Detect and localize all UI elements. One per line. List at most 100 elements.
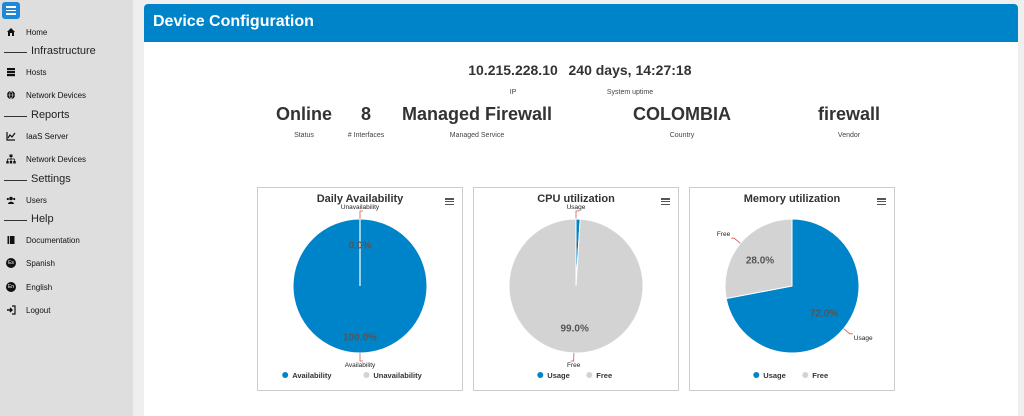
menu-toggle-button[interactable] bbox=[2, 2, 20, 19]
service-stat: Managed Firewall Managed Service bbox=[394, 104, 560, 139]
sidebar-item-english[interactable]: En English bbox=[0, 278, 133, 296]
svg-text:Free: Free bbox=[596, 371, 612, 380]
connector-free bbox=[570, 352, 575, 362]
sidebar-item-hosts[interactable]: Hosts bbox=[0, 63, 133, 81]
status-stat: Online Status bbox=[266, 104, 342, 139]
sidebar-item-label: Hosts bbox=[26, 67, 47, 77]
ip-stat: 10.215.228.10 IP bbox=[459, 62, 567, 96]
pie-slice-usage bbox=[725, 218, 860, 354]
service-value: Managed Firewall bbox=[401, 104, 553, 124]
data-label-free: 28.0% bbox=[746, 256, 774, 267]
availability-chart-card: Daily Availability 100.0% Availability 0.0… bbox=[257, 187, 463, 391]
sidebar-item-label: IaaS Server bbox=[26, 131, 69, 141]
country-value: COLOMBIA bbox=[633, 104, 731, 124]
slice-name-availability: Availability bbox=[345, 362, 376, 369]
pie-chart-availability: 100.0% Availability 0.0% Unavailability Avai… bbox=[282, 204, 428, 380]
sidebar-item-label: Spanish bbox=[26, 258, 55, 268]
sidebar-item-label: English bbox=[26, 282, 53, 292]
legend-item-usage[interactable]: Usage bbox=[537, 371, 570, 380]
vendor-value: firewall bbox=[817, 104, 881, 124]
svg-text:Usage: Usage bbox=[547, 371, 570, 380]
svg-text:Usage: Usage bbox=[763, 371, 786, 380]
legend-item-availability[interactable]: Availability bbox=[282, 371, 332, 380]
chart-title: CPU utilization bbox=[537, 193, 615, 205]
svg-text:Unavailability: Unavailability bbox=[373, 371, 422, 380]
service-label: Managed Service bbox=[449, 132, 505, 139]
chart-line-icon bbox=[6, 131, 16, 141]
page-title: Device Configuration bbox=[153, 13, 314, 30]
country-label: Country bbox=[669, 132, 695, 139]
slice-name-usage: Usage bbox=[854, 335, 873, 342]
sidebar-section-settings: Settings bbox=[0, 173, 133, 187]
sitemap-icon bbox=[6, 154, 16, 164]
sidebar-item-report-network-devices[interactable]: Network Devices bbox=[0, 150, 133, 168]
legend-item-free[interactable]: Free bbox=[802, 371, 828, 380]
sidebar-item-label: Home bbox=[26, 27, 48, 37]
main-content: 10.215.228.10 IP 240 days, 14:27:18 Syst… bbox=[144, 42, 1018, 416]
sidebar-item-label: Network Devices bbox=[26, 90, 87, 100]
connector-usage bbox=[575, 210, 579, 219]
sidebar-item-home[interactable]: Home bbox=[0, 23, 133, 41]
svg-text:Availability: Availability bbox=[292, 371, 332, 380]
slice-name-free: Free bbox=[567, 362, 581, 369]
sidebar-section-infrastructure: Infrastructure bbox=[0, 45, 133, 59]
sidebar-item-users[interactable]: Users bbox=[0, 191, 133, 209]
legend-item-usage[interactable]: Usage bbox=[753, 371, 786, 380]
status-label: Status bbox=[294, 132, 314, 139]
data-label-usage: 72.0% bbox=[810, 308, 838, 319]
data-label-availability: 100.0% bbox=[343, 332, 377, 343]
vendor-stat: firewall Vendor bbox=[799, 104, 899, 139]
uptime-stat: 240 days, 14:27:18 System uptime bbox=[567, 62, 693, 96]
sidebar-section-reports: Reports bbox=[0, 109, 133, 123]
en-flag-icon: En bbox=[6, 282, 16, 292]
uptime-value: 240 days, 14:27:18 bbox=[568, 62, 692, 78]
sidebar-item-spanish[interactable]: Es Spanish bbox=[0, 254, 133, 272]
data-label-unavailability: 0.0% bbox=[349, 240, 372, 251]
sidebar-item-documentation[interactable]: Documentation bbox=[0, 231, 133, 249]
interfaces-value: 8 bbox=[360, 104, 371, 124]
sidebar-item-iaas-server[interactable]: IaaS Server bbox=[0, 127, 133, 145]
sidebar-item-label: Network Devices bbox=[26, 154, 87, 164]
ip-label: IP bbox=[509, 89, 517, 96]
slice-name-unavailability: Unavailability bbox=[341, 204, 380, 211]
server-icon bbox=[6, 67, 16, 77]
chart-title: Memory utilization bbox=[743, 193, 841, 205]
sidebar-item-network-devices[interactable]: Network Devices bbox=[0, 86, 133, 104]
legend-item-free[interactable]: Free bbox=[586, 371, 612, 380]
memory-chart-card: Memory utilization 72.0% Usage 28.0% Free Us… bbox=[689, 187, 895, 391]
sidebar-section-help: Help bbox=[0, 213, 133, 227]
sidebar-item-label: Users bbox=[26, 195, 47, 205]
data-label-free: 99.0% bbox=[561, 324, 589, 335]
status-value: Online bbox=[275, 104, 332, 124]
vendor-label: Vendor bbox=[837, 132, 861, 139]
connector-usage bbox=[843, 328, 853, 335]
book-icon bbox=[6, 235, 16, 245]
connector-unavailability bbox=[359, 210, 363, 219]
country-stat: COLOMBIA Country bbox=[612, 104, 752, 139]
interfaces-stat: 8 # Interfaces bbox=[336, 104, 396, 139]
chart-menu-icon[interactable] bbox=[445, 198, 454, 205]
sidebar-item-label: Documentation bbox=[26, 235, 80, 245]
sidebar: Home Infrastructure Hosts Network Device… bbox=[0, 0, 133, 416]
sidebar-item-logout[interactable]: Logout bbox=[0, 301, 133, 319]
sidebar-item-label: Logout bbox=[26, 305, 51, 315]
uptime-label: System uptime bbox=[606, 89, 654, 96]
chart-title: Daily Availability bbox=[316, 193, 404, 205]
connector-free bbox=[731, 237, 741, 244]
connector-availability bbox=[359, 353, 363, 362]
legend-item-unavailability[interactable]: Unavailability bbox=[363, 371, 423, 380]
page-header: Device Configuration bbox=[144, 4, 1018, 42]
es-flag-icon: Es bbox=[6, 258, 16, 268]
slice-name-free: Free bbox=[717, 231, 731, 238]
globe-icon bbox=[6, 90, 16, 100]
home-icon bbox=[6, 27, 16, 37]
svg-text:Free: Free bbox=[812, 371, 828, 380]
pie-chart-memory: 72.0% Usage 28.0% Free Usage Free bbox=[717, 218, 873, 380]
chart-menu-icon[interactable] bbox=[877, 198, 886, 205]
logout-icon bbox=[6, 305, 16, 315]
ip-value: 10.215.228.10 bbox=[468, 62, 558, 78]
interfaces-label: # Interfaces bbox=[347, 132, 385, 139]
users-icon bbox=[6, 195, 16, 205]
chart-menu-icon[interactable] bbox=[661, 198, 670, 205]
